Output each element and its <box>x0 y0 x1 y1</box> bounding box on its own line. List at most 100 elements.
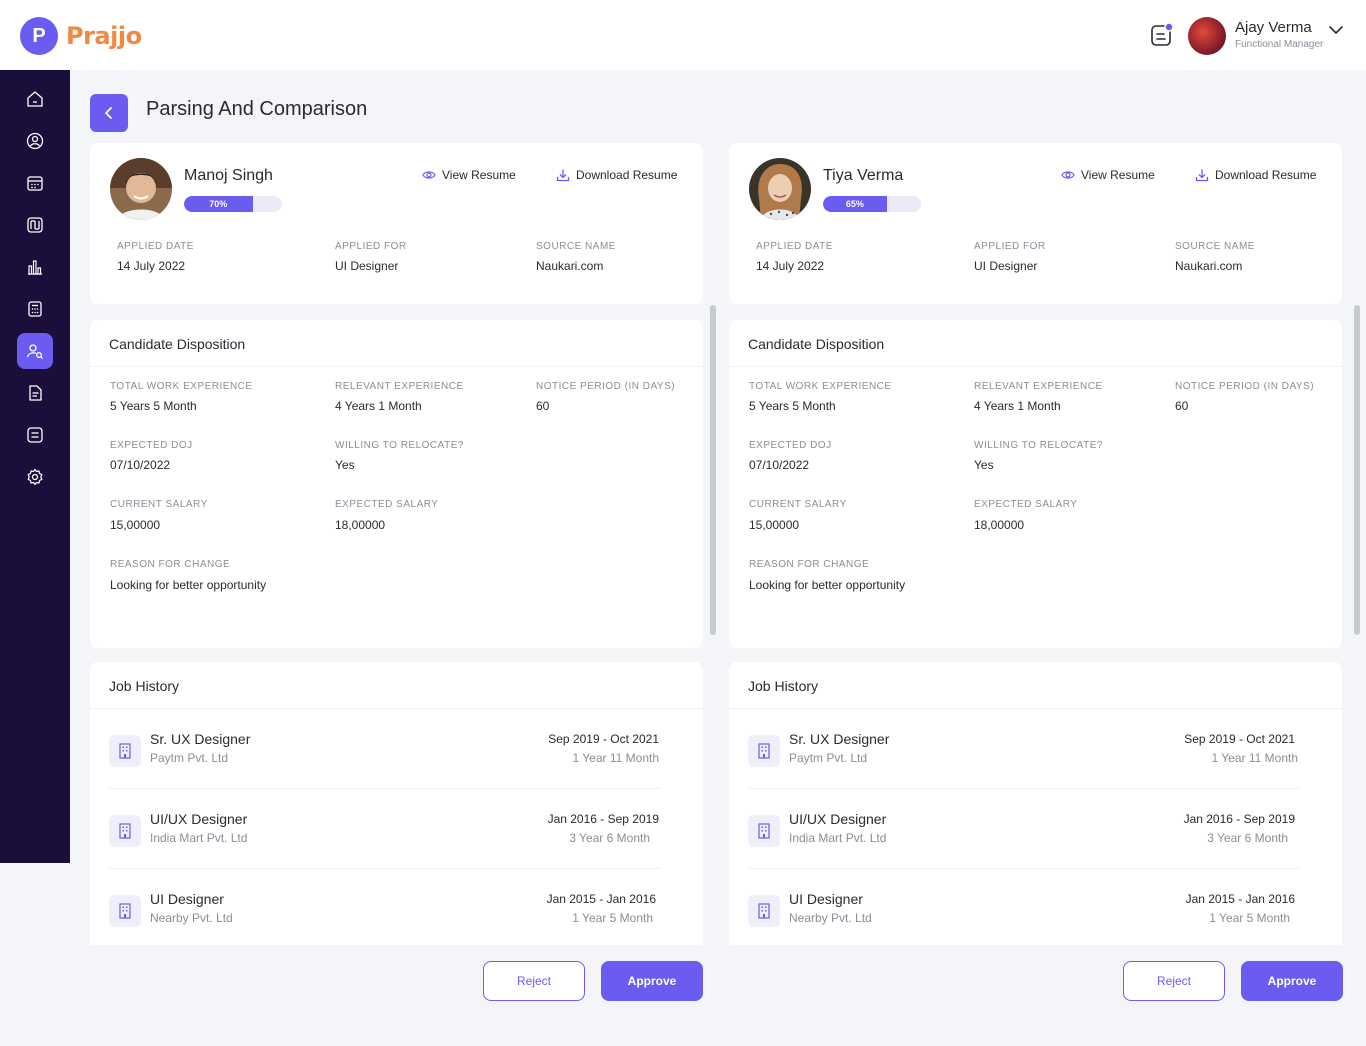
user-search-icon <box>26 344 43 359</box>
source-name-label: SOURCE NAME <box>1175 241 1255 252</box>
scrollbar-right[interactable] <box>1354 305 1360 635</box>
applied-for-value: UI Designer <box>335 259 399 273</box>
download-resume-link[interactable]: Download Resume <box>1195 168 1316 182</box>
sidebar-item-book[interactable] <box>17 207 53 243</box>
candidate-avatar <box>110 158 172 220</box>
approve-button[interactable]: Approve <box>601 961 703 1001</box>
total-experience-label: TOTAL WORK EXPERIENCE <box>749 381 892 392</box>
sidebar-item-calculator[interactable] <box>17 291 53 327</box>
sidebar-item-candidates[interactable] <box>17 333 53 369</box>
reason-for-change-value: Looking for better opportunity <box>110 578 267 592</box>
calculator-icon <box>28 301 42 317</box>
source-name-label: SOURCE NAME <box>536 241 616 252</box>
candidate-name: Manoj Singh <box>184 167 273 184</box>
expected-doj-value: 07/10/2022 <box>110 458 171 472</box>
job-title: Sr. UX Designer <box>789 731 890 747</box>
job-dates: Jan 2016 - Sep 2019 <box>1183 812 1295 826</box>
job-duration: 1 Year 11 Month <box>572 751 659 765</box>
candidate-disposition-card: Candidate Disposition TOTAL WORK EXPERIE… <box>729 320 1342 648</box>
user-avatar[interactable] <box>1188 17 1226 55</box>
view-resume-link[interactable]: View Resume <box>1061 168 1155 182</box>
expected-salary-value: 18,00000 <box>974 518 1025 532</box>
logo-mark: P <box>20 17 58 55</box>
reason-for-change-label: REASON FOR CHANGE <box>749 559 870 570</box>
relocate-label: WILLING TO RELOCATE? <box>974 440 1103 451</box>
scrollbar-left[interactable] <box>710 305 716 635</box>
divider <box>90 366 703 367</box>
job-duration: 3 Year 6 Month <box>569 831 650 845</box>
match-progress-bar: 70% <box>184 196 282 212</box>
divider <box>109 788 661 789</box>
applied-date-value: 14 July 2022 <box>117 259 186 273</box>
building-icon <box>109 735 141 767</box>
reject-button[interactable]: Reject <box>1123 961 1225 1001</box>
back-button[interactable] <box>90 94 128 132</box>
relevant-experience-label: RELEVANT EXPERIENCE <box>335 381 464 392</box>
current-salary-label: CURRENT SALARY <box>110 499 208 510</box>
view-resume-label: View Resume <box>442 168 516 182</box>
job-title: Sr. UX Designer <box>150 731 251 747</box>
total-experience-value: 5 Years 5 Month <box>749 399 836 413</box>
sidebar-item-home[interactable] <box>17 81 53 117</box>
divider <box>90 708 703 709</box>
user-name: Ajay Verma <box>1235 19 1312 36</box>
book-icon <box>27 217 43 233</box>
document-icon <box>29 385 42 401</box>
job-dates: Sep 2019 - Oct 2021 <box>548 732 659 746</box>
sidebar-item-calendar[interactable] <box>17 165 53 201</box>
notice-period-value: 60 <box>536 399 550 413</box>
job-company: Nearby Pvt. Ltd <box>150 911 233 925</box>
list-icon <box>27 427 43 443</box>
download-icon <box>1195 169 1209 182</box>
logo-text: Prajjo <box>66 22 142 50</box>
section-title: Job History <box>748 678 819 694</box>
notice-period-value: 60 <box>1175 399 1189 413</box>
current-salary-value: 15,00000 <box>110 518 161 532</box>
chevron-down-icon[interactable] <box>1328 23 1344 37</box>
sidebar-item-documents[interactable] <box>17 375 53 411</box>
notification-icon[interactable] <box>1150 22 1174 48</box>
sidebar-item-list[interactable] <box>17 417 53 453</box>
applied-date-label: APPLIED DATE <box>756 241 833 252</box>
candidate-disposition-card: Candidate Disposition TOTAL WORK EXPERIE… <box>90 320 703 648</box>
building-icon <box>748 735 780 767</box>
approve-button[interactable]: Approve <box>1241 961 1343 1001</box>
job-title: UI Designer <box>789 891 863 907</box>
divider <box>748 788 1300 789</box>
job-history-item: Sr. UX Designer Paytm Pvt. Ltd Sep 2019 … <box>748 731 1320 771</box>
divider <box>748 868 1300 869</box>
user-role: Functional Manager <box>1235 39 1324 50</box>
view-resume-label: View Resume <box>1081 168 1155 182</box>
app-logo[interactable]: P Prajjo <box>20 17 142 55</box>
building-icon <box>109 895 141 927</box>
job-title: UI/UX Designer <box>150 811 248 827</box>
job-history-item: Sr. UX Designer Paytm Pvt. Ltd Sep 2019 … <box>109 731 681 771</box>
expected-doj-value: 07/10/2022 <box>749 458 810 472</box>
top-header: P Prajjo Ajay Verma Functional Manager <box>0 0 1366 70</box>
job-history-item: UI Designer Nearby Pvt. Ltd Jan 2015 - J… <box>748 891 1320 931</box>
download-resume-link[interactable]: Download Resume <box>556 168 677 182</box>
expected-doj-label: EXPECTED DOJ <box>749 440 832 451</box>
job-dates: Sep 2019 - Oct 2021 <box>1184 732 1295 746</box>
job-duration: 3 Year 6 Month <box>1207 831 1288 845</box>
sidebar-item-reports[interactable] <box>17 249 53 285</box>
applied-for-value: UI Designer <box>974 259 1038 273</box>
user-icon <box>26 132 44 150</box>
match-progress-fill: 65% <box>823 196 887 212</box>
job-dates: Jan 2016 - Sep 2019 <box>547 812 659 826</box>
source-name-value: Naukari.com <box>536 259 604 273</box>
job-duration: 1 Year 11 Month <box>1211 751 1298 765</box>
total-experience-value: 5 Years 5 Month <box>110 399 197 413</box>
job-company: India Mart Pvt. Ltd <box>150 831 248 845</box>
view-resume-link[interactable]: View Resume <box>422 168 516 182</box>
candidate-profile-card: Manoj Singh 70% View Resume Download Res… <box>90 143 703 304</box>
source-name-value: Naukari.com <box>1175 259 1243 273</box>
sidebar-item-profile[interactable] <box>17 123 53 159</box>
calendar-icon <box>27 176 43 191</box>
reason-for-change-value: Looking for better opportunity <box>749 578 906 592</box>
job-history-card: Job History Sr. UX Designer Paytm Pvt. L… <box>90 662 703 945</box>
section-title: Job History <box>109 678 180 694</box>
sidebar-item-settings[interactable] <box>17 459 53 495</box>
job-title: UI Designer <box>150 891 224 907</box>
reject-button[interactable]: Reject <box>483 961 585 1001</box>
